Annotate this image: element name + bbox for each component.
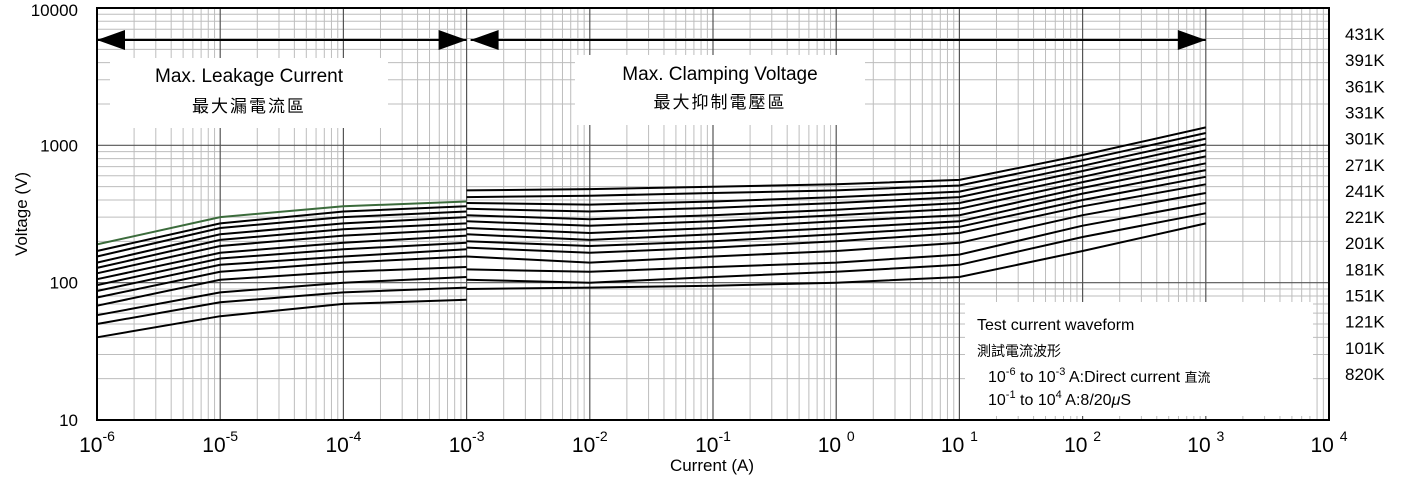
series-label: 331K [1345, 103, 1385, 122]
x-tick-label: 10 1 [941, 428, 978, 457]
clamping-region-title-zh: 最大抑制電壓區 [654, 93, 787, 113]
series-line-leakage [96, 266, 467, 307]
test-note-box [965, 302, 1313, 416]
y-tick-label: 100 [50, 274, 78, 293]
series-line-leakage [96, 205, 467, 252]
series-label: 181K [1345, 260, 1385, 279]
series-label: 201K [1345, 234, 1385, 253]
curves [96, 126, 1207, 339]
series-line-clamping [466, 192, 1206, 264]
series-line-leakage [96, 286, 467, 325]
series-labels: 431K 391K 361K 331K 301K 271K 241K 221K 201K 181K… [1345, 25, 1385, 384]
x-tick-label: 10-5 [202, 428, 238, 457]
test-note-line-surge: 10-1 to 104 A:8/20μS [988, 389, 1131, 409]
series-label: 121K [1345, 313, 1385, 332]
series-line-leakage [96, 298, 467, 339]
series-line-leakage [96, 255, 467, 299]
series-line-clamping [466, 126, 1207, 192]
leakage-region-title-zh: 最大漏電流區 [192, 97, 306, 117]
test-note-line-dc: 10-6 to 10-3 A:Direct current 直流 [988, 366, 1211, 386]
leakage-arrow-head-right [438, 30, 467, 50]
series-line-clamping [466, 212, 1206, 284]
series-label: 361K [1345, 77, 1385, 96]
x-tick-label: 10-6 [79, 428, 115, 457]
series-line-clamping [466, 222, 1207, 290]
series-label: 271K [1345, 156, 1385, 175]
y-tick-label: 10000 [31, 1, 78, 20]
series-line-leakage [96, 216, 467, 264]
series-label: 101K [1345, 339, 1385, 358]
x-tick-label: 10-2 [572, 428, 608, 457]
series-line-clamping [466, 143, 1207, 213]
x-tick-label: 10 4 [1311, 428, 1348, 457]
series-line-clamping [466, 202, 1206, 273]
test-note-title: Test current waveform [977, 317, 1134, 334]
series-label: 820K [1345, 365, 1385, 384]
clamping-arrow-head-left [470, 30, 499, 50]
series-line-leakage [96, 241, 467, 287]
series-line-clamping [466, 132, 1207, 199]
x-tick-label: 10-4 [325, 428, 361, 457]
series-line-clamping [466, 162, 1206, 235]
y-tick-label: 1000 [40, 136, 78, 155]
y-axis-label: Voltage (V) [12, 172, 31, 256]
series-label: 391K [1345, 51, 1385, 70]
x-tick-label: 10 3 [1187, 428, 1224, 457]
series-line-clamping [466, 183, 1206, 254]
series-label: 301K [1345, 130, 1385, 149]
series-line-leakage [96, 234, 467, 281]
clamping-arrow-head-right [1177, 30, 1206, 50]
series-line-clamping [466, 169, 1206, 241]
series-line-leakage [96, 228, 467, 275]
x-tick-label: 10-1 [695, 428, 731, 457]
series-line-leakage [96, 200, 467, 246]
series-label: 431K [1345, 25, 1385, 44]
series-line-clamping [466, 155, 1207, 227]
series-line-clamping [466, 149, 1207, 221]
y-tick-labels: 10 100 1000 10000 [31, 1, 78, 430]
series-line-leakage [96, 248, 467, 292]
leakage-label-box [110, 58, 388, 128]
x-tick-label: 10-3 [449, 428, 485, 457]
series-line-leakage [96, 210, 467, 258]
clamping-region-title: Max. Clamping Voltage [622, 64, 817, 85]
series-line-leakage [96, 222, 467, 269]
series-line-clamping [466, 137, 1207, 206]
region-arrows [97, 30, 1206, 50]
x-tick-label: 10 2 [1064, 428, 1101, 457]
series-label: 221K [1345, 208, 1385, 227]
y-tick-label: 10 [59, 411, 78, 430]
series-label: 241K [1345, 182, 1385, 201]
leakage-arrow-head-left [97, 30, 125, 50]
series-line-clamping [466, 175, 1206, 248]
x-tick-labels: 10-6 10-5 10-4 10-3 10-2 10-1 10 0 10 1 10 2 10 3… [79, 428, 1348, 457]
leakage-region-title: Max. Leakage Current [155, 66, 344, 87]
series-line-leakage [96, 276, 467, 317]
clamping-label-box [575, 55, 865, 125]
test-note-title-zh: 測試電流波形 [977, 344, 1061, 360]
series-label: 151K [1345, 287, 1385, 306]
x-tick-label: 10 0 [818, 428, 855, 457]
x-axis-label: Current (A) [670, 456, 754, 475]
plot-frame [96, 7, 1330, 421]
